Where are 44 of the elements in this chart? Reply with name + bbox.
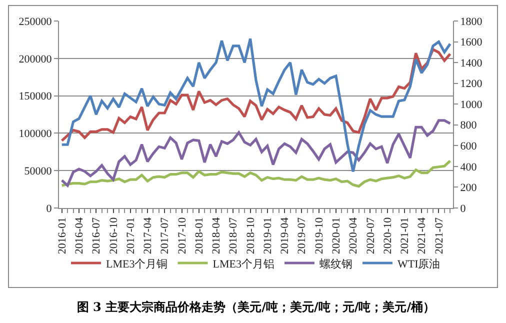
text: 图 3 主要大宗商品价格走势（美元/吨；美元/吨；元/吨；美元/桶） — [76, 300, 436, 314]
y-tick-label: 50000 — [24, 165, 52, 178]
legend-label: LME3个月铝 — [212, 258, 274, 270]
y2-tick-label: 200 — [460, 182, 478, 194]
y2-tick-label: 1200 — [460, 78, 483, 90]
y2-tick-label: 1000 — [460, 98, 483, 111]
x-tick-label: 2020-10 — [382, 216, 394, 254]
x-tick-label: 2019-01 — [262, 217, 274, 254]
x-tick-label: 2017-10 — [176, 216, 188, 254]
y-tick-label: 0 — [46, 202, 52, 215]
y-tick-label: 200000 — [18, 53, 52, 66]
y2-tick-label: 1800 — [460, 16, 483, 28]
y2-tick-label: 1400 — [460, 57, 483, 70]
x-tick-label: 2021-04 — [416, 216, 428, 254]
legend-label: WTI原油 — [397, 257, 440, 270]
x-tick-label: 2019-04 — [279, 216, 292, 254]
y2-tick-label: 600 — [460, 140, 478, 153]
x-tick-label: 2020-07 — [364, 216, 377, 254]
legend-label: 螺纹钢 — [319, 257, 352, 270]
x-tick-label: 2020-01 — [330, 217, 343, 254]
y2-tick-label: 1600 — [460, 36, 483, 49]
x-tick-label: 2017-04 — [142, 216, 154, 254]
x-tick-label: 2021-01 — [399, 217, 412, 254]
x-tick-label: 2018-10 — [244, 216, 257, 254]
x-tick-label: 2016-07 — [90, 216, 103, 254]
x-tick-label: 2018-01 — [193, 217, 206, 254]
y2-tick-label: 800 — [460, 120, 478, 132]
legend-label: LME3个月铜 — [106, 258, 168, 270]
y2-tick-label: 0 — [460, 202, 466, 215]
x-tick-label: 2018-04 — [210, 216, 223, 254]
x-tick-label: 2019-10 — [313, 216, 326, 254]
y-tick-label: 100000 — [18, 128, 52, 140]
y-tick-label: 150000 — [18, 90, 52, 103]
x-tick-label: 2017-01 — [124, 217, 137, 254]
y2-tick-label: 400 — [460, 161, 478, 174]
x-tick-label: 2018-07 — [228, 216, 240, 254]
y-tick-label: 250000 — [18, 16, 52, 28]
x-tick-label: 2021-07 — [433, 216, 446, 254]
x-tick-label: 2019-07 — [296, 216, 308, 254]
x-tick-label: 2017-07 — [159, 216, 172, 254]
x-tick-label: 2016-04 — [74, 216, 86, 254]
x-tick-label: 2020-04 — [348, 216, 360, 254]
x-tick-label: 2016-01 — [56, 217, 68, 254]
x-tick-label: 2016-10 — [108, 216, 120, 254]
